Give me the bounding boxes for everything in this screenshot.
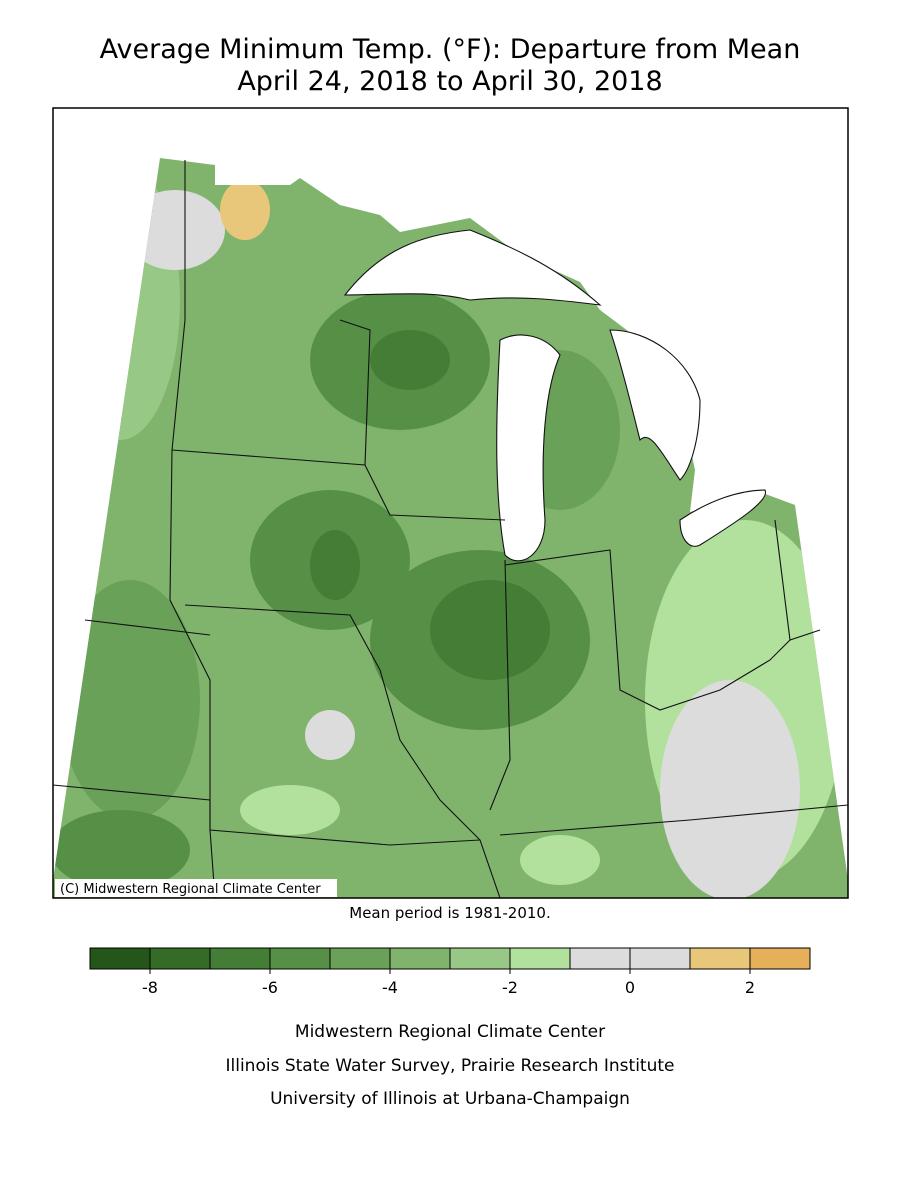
legend-tick-label: -2	[502, 978, 518, 997]
legend-swatch	[329, 947, 391, 970]
footer-line: Midwestern Regional Climate Center	[295, 1022, 605, 1042]
legend-swatch	[449, 947, 511, 970]
map-credit: (C) Midwestern Regional Climate Center	[60, 882, 321, 897]
footer-line: Illinois State Water Survey, Prairie Res…	[226, 1056, 675, 1076]
title-line: April 24, 2018 to April 30, 2018	[237, 66, 662, 97]
legend: -8 -6 -4 -2 0 2	[89, 947, 811, 997]
title-line: Average Minimum Temp. (°F): Departure fr…	[100, 34, 801, 65]
legend-swatch	[89, 947, 151, 970]
legend-swatch	[269, 947, 331, 970]
legend-tick-label: 2	[745, 978, 755, 997]
map: (C) Midwestern Regional Climate Center	[52, 107, 849, 899]
footer-line: University of Illinois at Urbana-Champai…	[270, 1089, 630, 1109]
legend-swatch	[749, 947, 811, 970]
legend-swatch	[629, 947, 691, 970]
legend-swatch	[569, 947, 631, 970]
mean-period-note: Mean period is 1981-2010.	[349, 904, 550, 922]
legend-swatch	[389, 947, 451, 970]
legend-tick-label: 0	[625, 978, 635, 997]
legend-swatch	[149, 947, 211, 970]
legend-tick-label: -6	[262, 978, 278, 997]
legend-swatch	[509, 947, 571, 970]
legend-swatch	[689, 947, 751, 970]
legend-tick-label: -4	[382, 978, 398, 997]
legend-tick-label: -8	[142, 978, 158, 997]
legend-swatch	[209, 947, 271, 970]
